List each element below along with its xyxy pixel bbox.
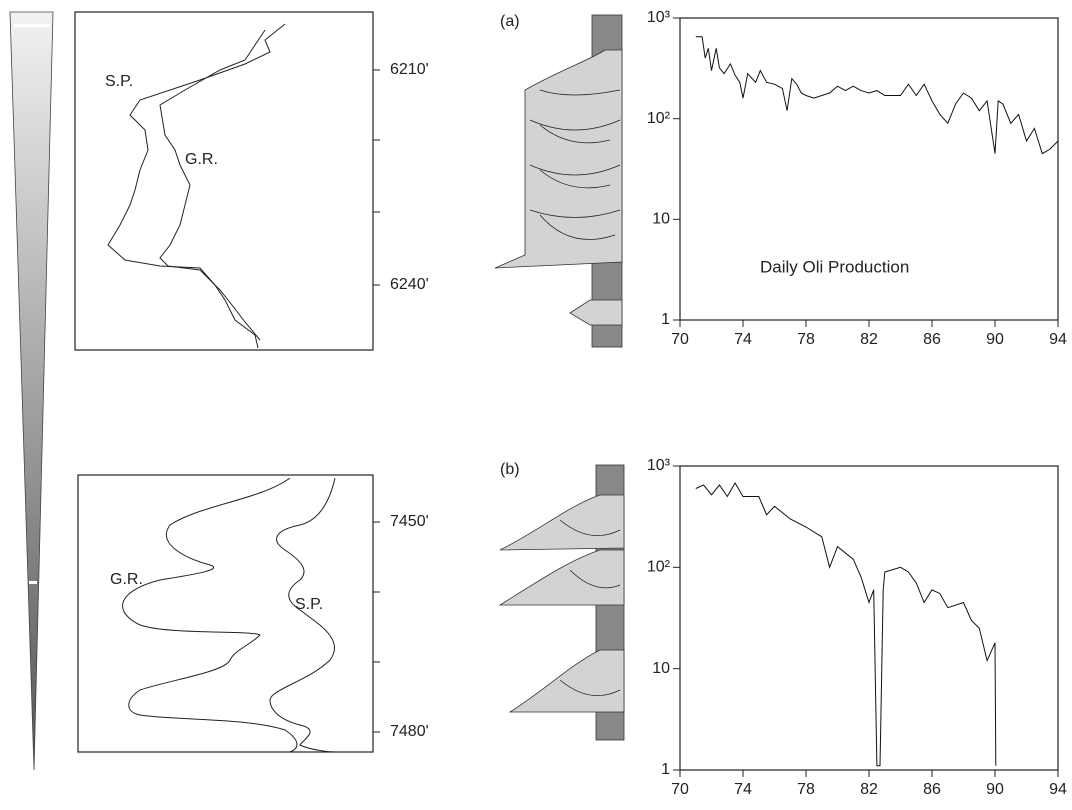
x-tick-label: 82 (860, 781, 878, 798)
curve-label: G.R. (110, 571, 143, 588)
y-tick-label: 10² (647, 559, 671, 576)
depth-label: 7450' (390, 513, 429, 530)
sp-curve (269, 477, 336, 753)
y-tick-label: 1 (661, 311, 670, 328)
wedge (9, 11, 54, 771)
annotation: Daily Oli Production (760, 257, 909, 276)
panel-label: (b) (500, 461, 520, 478)
plot-frame (679, 465, 1059, 771)
y-tick-label: 1 (661, 761, 670, 778)
gr-curve (159, 29, 266, 341)
y-tick-label: 10³ (647, 457, 671, 474)
data-line (695, 36, 1059, 155)
depth-label: 7480' (390, 723, 429, 740)
x-tick-label: 94 (1049, 781, 1067, 798)
lithology-column (498, 464, 625, 741)
gr-curve (122, 477, 298, 753)
x-tick-label: 90 (986, 781, 1004, 798)
data-line (695, 482, 997, 767)
y-tick-label: 10 (652, 211, 670, 228)
sp-curve (107, 23, 286, 349)
x-tick-label: 90 (986, 331, 1004, 348)
curve-label: G.R. (185, 151, 218, 168)
wedge-mark (14, 24, 50, 27)
x-tick-label: 78 (797, 331, 815, 348)
x-tick-label: 74 (734, 331, 752, 348)
y-tick-label: 10 (652, 660, 670, 677)
well-log: S.P. G.R. 6210' 6240' (74, 11, 429, 351)
x-tick-label: 74 (734, 781, 752, 798)
y-tick-label: 10² (647, 110, 671, 127)
curve-label: S.P. (295, 596, 323, 613)
curve-label: S.P. (105, 73, 133, 90)
x-tick-label: 78 (797, 781, 815, 798)
log-frame (74, 11, 374, 351)
x-tick-label: 86 (923, 781, 941, 798)
x-tick-label: 82 (860, 331, 878, 348)
depth-label: 6210' (390, 61, 429, 78)
x-tick-label: 94 (1049, 331, 1067, 348)
log-frame (77, 474, 374, 753)
wedge-mark (29, 581, 37, 584)
x-tick-label: 70 (671, 331, 689, 348)
lithology-column (494, 14, 623, 348)
x-tick-label: 86 (923, 331, 941, 348)
depth-label: 6240' (390, 276, 429, 293)
well-log: G.R. S.P. 7450' 7480' (77, 474, 429, 753)
y-tick-label: 10³ (647, 9, 671, 26)
panel-label: (a) (500, 13, 520, 30)
x-tick-label: 70 (671, 781, 689, 798)
